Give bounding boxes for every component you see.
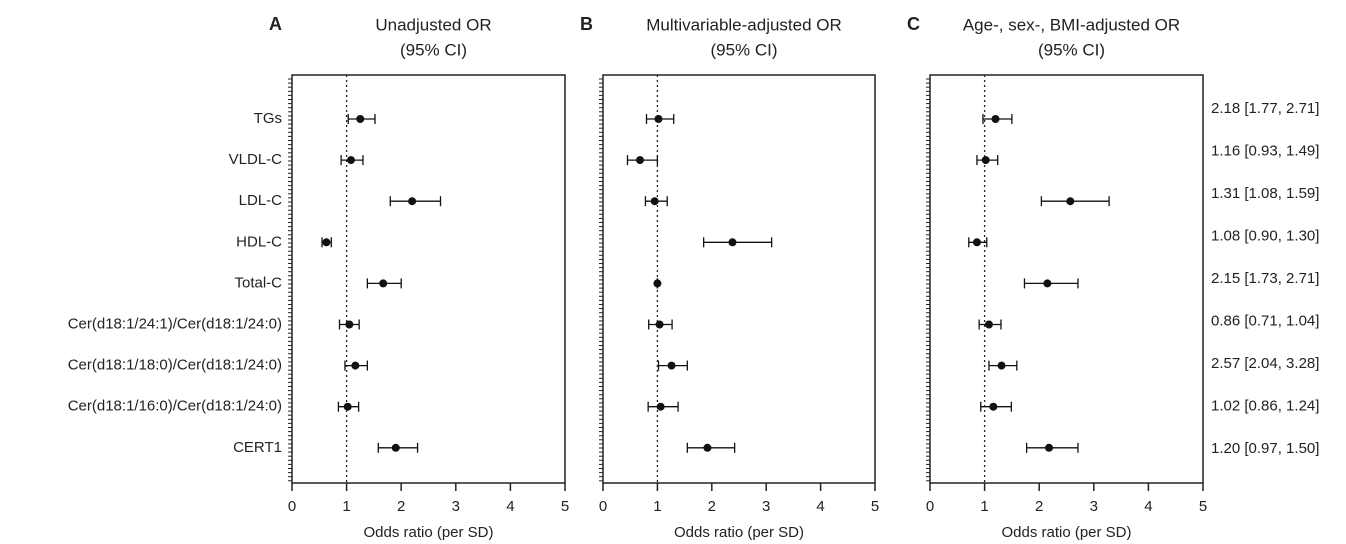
y-tick-label: LDL-C xyxy=(239,192,283,209)
x-axis-label: Odds ratio (per SD) xyxy=(363,524,493,541)
point-estimate xyxy=(346,156,355,165)
panel-subtitle: (95% CI) xyxy=(1038,40,1105,59)
panel-letter: B xyxy=(580,14,593,34)
point-estimate xyxy=(728,238,737,247)
x-tick-label: 0 xyxy=(288,498,296,515)
point-estimate xyxy=(984,320,993,329)
point-estimate xyxy=(703,443,712,452)
point-estimate xyxy=(981,156,990,165)
x-tick-label: 5 xyxy=(1199,498,1207,515)
point-estimate xyxy=(635,156,644,165)
point-estimate xyxy=(391,443,400,452)
point-estimate xyxy=(656,402,665,411)
x-tick-label: 5 xyxy=(561,498,569,515)
point-estimate xyxy=(1045,443,1054,452)
x-tick-label: 0 xyxy=(599,498,607,515)
point-estimate xyxy=(1066,197,1075,206)
panel-title: Unadjusted OR xyxy=(375,15,491,34)
y-tick-label: CERT1 xyxy=(233,439,282,456)
annotation: 1.08 [0.90, 1.30] xyxy=(1211,227,1319,244)
panel-subtitle: (95% CI) xyxy=(710,40,777,59)
panel-letter: C xyxy=(907,14,920,34)
point-estimate xyxy=(991,115,1000,123)
point-estimate xyxy=(654,115,663,123)
x-tick-label: 2 xyxy=(397,498,405,515)
annotation: 1.20 [0.97, 1.50] xyxy=(1211,440,1319,457)
y-tick-label: VLDL-C xyxy=(229,151,283,168)
point-estimate xyxy=(343,402,352,411)
x-tick-label: 3 xyxy=(452,498,460,515)
annotation: 1.02 [0.86, 1.24] xyxy=(1211,397,1319,414)
point-estimate xyxy=(997,361,1006,370)
y-tick-label: HDL-C xyxy=(236,233,282,250)
point-estimate xyxy=(972,238,981,247)
point-estimate xyxy=(650,197,659,206)
x-tick-label: 4 xyxy=(1144,498,1152,515)
point-estimate xyxy=(345,320,354,329)
point-estimate xyxy=(408,197,417,206)
x-tick-label: 5 xyxy=(871,498,879,515)
annotation: 0.86 [0.71, 1.04] xyxy=(1211,312,1319,329)
annotation: 2.15 [1.73, 2.71] xyxy=(1211,270,1319,287)
annotation: 1.31 [1.08, 1.59] xyxy=(1211,185,1319,202)
x-tick-label: 3 xyxy=(762,498,770,515)
plot-frame xyxy=(929,74,1204,484)
plot-frame xyxy=(291,74,566,484)
y-tick-label: TGs xyxy=(254,110,282,127)
x-axis-label: Odds ratio (per SD) xyxy=(1001,524,1131,541)
x-tick-label: 1 xyxy=(653,498,661,515)
panel-title: Multivariable-adjusted OR xyxy=(646,15,842,34)
y-tick-label: Cer(d18:1/18:0)/Cer(d18:1/24:0) xyxy=(68,357,282,374)
panel-letter: A xyxy=(269,14,282,34)
point-estimate xyxy=(322,238,331,247)
x-tick-label: 3 xyxy=(1090,498,1098,515)
point-estimate xyxy=(989,402,998,411)
x-tick-label: 1 xyxy=(342,498,350,515)
y-tick-label: Total-C xyxy=(234,274,282,291)
annotation: 2.18 [1.77, 2.71] xyxy=(1211,100,1319,117)
x-tick-label: 2 xyxy=(1035,498,1043,515)
point-estimate xyxy=(1043,279,1052,288)
x-axis-label: Odds ratio (per SD) xyxy=(674,524,804,541)
point-estimate xyxy=(356,115,365,123)
y-tick-label: Cer(d18:1/24:1)/Cer(d18:1/24:0) xyxy=(68,315,282,332)
point-estimate xyxy=(351,361,360,370)
x-tick-label: 1 xyxy=(980,498,988,515)
annotation: 1.16 [0.93, 1.49] xyxy=(1211,142,1319,159)
x-tick-label: 0 xyxy=(926,498,934,515)
x-tick-label: 2 xyxy=(708,498,716,515)
panel-subtitle: (95% CI) xyxy=(400,40,467,59)
x-tick-label: 4 xyxy=(816,498,824,515)
plot-frame xyxy=(602,74,876,484)
y-tick-label: Cer(d18:1/16:0)/Cer(d18:1/24:0) xyxy=(68,398,282,415)
panel-title: Age-, sex-, BMI-adjusted OR xyxy=(963,15,1180,34)
x-tick-label: 4 xyxy=(506,498,514,515)
point-estimate xyxy=(655,320,664,329)
point-estimate xyxy=(653,279,662,288)
point-estimate xyxy=(667,361,676,370)
point-estimate xyxy=(379,279,388,288)
annotation: 2.57 [2.04, 3.28] xyxy=(1211,355,1319,372)
